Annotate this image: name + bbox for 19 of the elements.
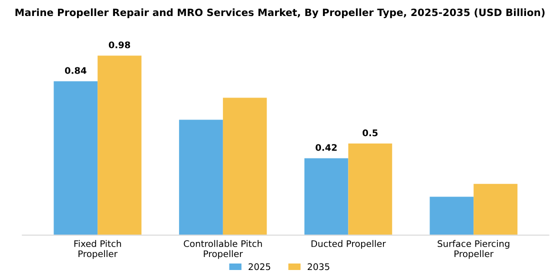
bar	[304, 158, 348, 236]
data-label: 0.84	[64, 67, 86, 74]
bar	[348, 144, 392, 236]
bar	[430, 196, 474, 236]
legend-label: 2035	[308, 263, 330, 270]
data-label: 0.42	[316, 144, 337, 151]
chart-title: Marine Propeller Repair and MRO Services Market, By Propeller Type, 2025-2035 (USD Billion)	[16, 8, 545, 18]
bar	[474, 184, 518, 236]
bar	[179, 120, 223, 236]
x-tick-label: Controllable Pitch Propeller	[184, 240, 262, 259]
bar	[54, 81, 98, 236]
bar	[98, 56, 142, 236]
x-tick-label: Surface Piercing Propeller	[438, 240, 510, 259]
x-tick-label: Fixed Pitch Propeller	[74, 240, 121, 259]
data-label: 0.5	[362, 129, 378, 136]
legend-label: 2025	[248, 263, 270, 270]
bar	[222, 98, 267, 236]
data-label: 0.98	[108, 41, 130, 48]
x-tick-label: Ducted Propeller	[312, 240, 386, 249]
